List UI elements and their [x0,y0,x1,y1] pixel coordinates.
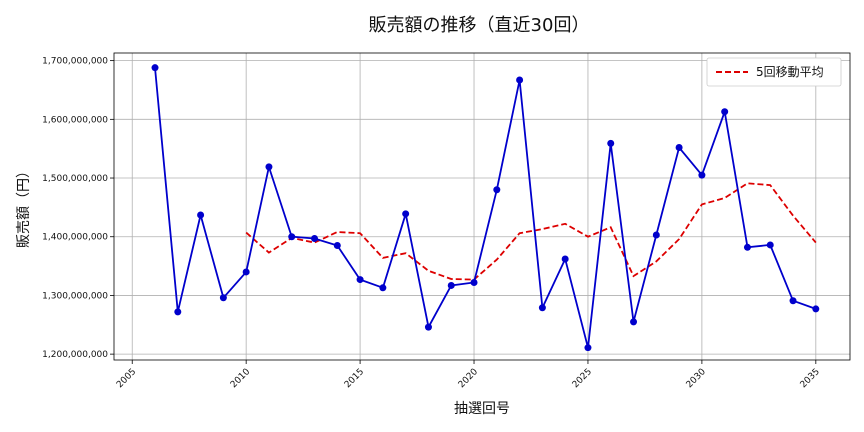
data-point [766,241,774,249]
data-point [630,318,638,326]
data-point [311,234,319,242]
data-point [470,279,478,287]
x-tick-label: 2035 [799,367,822,390]
series-line-sales [154,67,817,348]
data-point [424,323,432,331]
data-point [333,242,341,250]
data-point [288,233,296,241]
data-point [584,344,592,352]
x-axis-label: 抽選回号 [454,401,510,417]
data-point [219,294,227,302]
data-point [652,231,660,239]
data-point [265,163,273,171]
data-point [402,210,410,218]
y-tick-label: 1,200,000,000 [42,350,108,360]
legend: 5回移動平均 [706,57,842,87]
data-point [561,255,569,263]
x-tick-label: 2020 [457,367,480,390]
y-tick-label: 1,700,000,000 [42,57,108,67]
chart-title: 販売額の推移（直近30回） [369,15,590,36]
data-point [743,243,751,251]
data-point [197,211,205,219]
data-point [698,171,706,179]
x-tick-label: 2025 [571,367,594,390]
data-point [174,308,182,316]
legend-label-moving-average: 5回移動平均 [756,65,824,79]
data-point [151,64,159,72]
data-point [493,186,501,194]
legend-box [706,57,842,87]
data-point [675,144,683,152]
y-tick-label: 1,600,000,000 [42,115,108,125]
data-point [538,304,546,312]
series-layer [151,64,820,352]
x-tick-label: 2010 [229,367,252,390]
data-point [447,281,455,289]
y-tick-label: 1,500,000,000 [42,174,108,184]
y-tick-label: 1,300,000,000 [42,291,108,301]
y-axis-label: 販売額（円） [16,164,32,248]
data-point [242,268,250,276]
data-point [721,108,729,116]
data-point [516,76,524,84]
x-tick-label: 2005 [115,367,138,390]
data-point [607,139,615,147]
data-point [789,297,797,305]
y-tick-label: 1,400,000,000 [42,233,108,243]
plot-frame [113,52,851,361]
grid-layer [114,53,850,360]
data-point [812,305,820,313]
x-tick-label: 2030 [685,367,708,390]
series-line-moving-average [245,182,817,281]
data-point [379,284,387,292]
data-point [356,276,364,284]
x-tick-label: 2015 [343,367,366,390]
